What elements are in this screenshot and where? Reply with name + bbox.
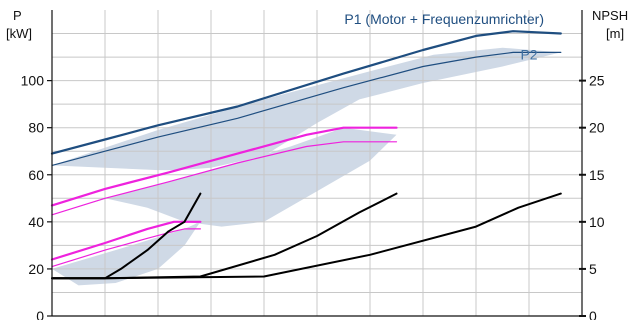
annotation-p2: P2	[520, 46, 537, 62]
right-tick-label: 20	[589, 120, 605, 136]
left-tick-label: 100	[21, 73, 45, 89]
curve-lines	[50, 30, 562, 280]
right-tick-label: 25	[589, 73, 605, 89]
right-axis: 0 5 10 15 20 25	[579, 73, 605, 320]
p2-high-line	[51, 51, 562, 166]
plot-frame	[51, 10, 583, 317]
efficiency-bands	[52, 47, 561, 286]
p2-mid-line	[51, 141, 398, 216]
right-tick-label: 0	[589, 308, 597, 320]
left-axis-unit: [kW]	[6, 26, 32, 41]
band-low-area	[52, 221, 201, 286]
chart-grid	[52, 10, 582, 316]
left-tick-label: 40	[28, 214, 44, 230]
left-axis: 0 20 40 60 80 100	[21, 73, 52, 320]
band-high-area	[52, 47, 561, 171]
right-axis-label: NPSH	[592, 8, 628, 23]
right-tick-label: 15	[589, 167, 605, 183]
p1-high-line	[50, 30, 562, 155]
left-tick-label: 20	[28, 261, 44, 277]
left-tick-label: 0	[36, 308, 44, 320]
band-mid-area	[52, 127, 397, 227]
p1-low-line	[50, 220, 202, 261]
npsh-high-line	[51, 192, 562, 280]
left-tick-label: 80	[28, 120, 44, 136]
left-axis-label: P	[13, 8, 22, 23]
p1-mid-line	[50, 126, 398, 207]
right-tick-label: 5	[589, 261, 597, 277]
right-axis-unit: [m]	[606, 26, 624, 41]
right-tick-label: 10	[589, 214, 605, 230]
p2-low-line	[51, 228, 201, 268]
annotation-p1: P1 (Motor + Frequenzumrichter)	[344, 11, 544, 27]
left-tick-label: 60	[28, 167, 44, 183]
